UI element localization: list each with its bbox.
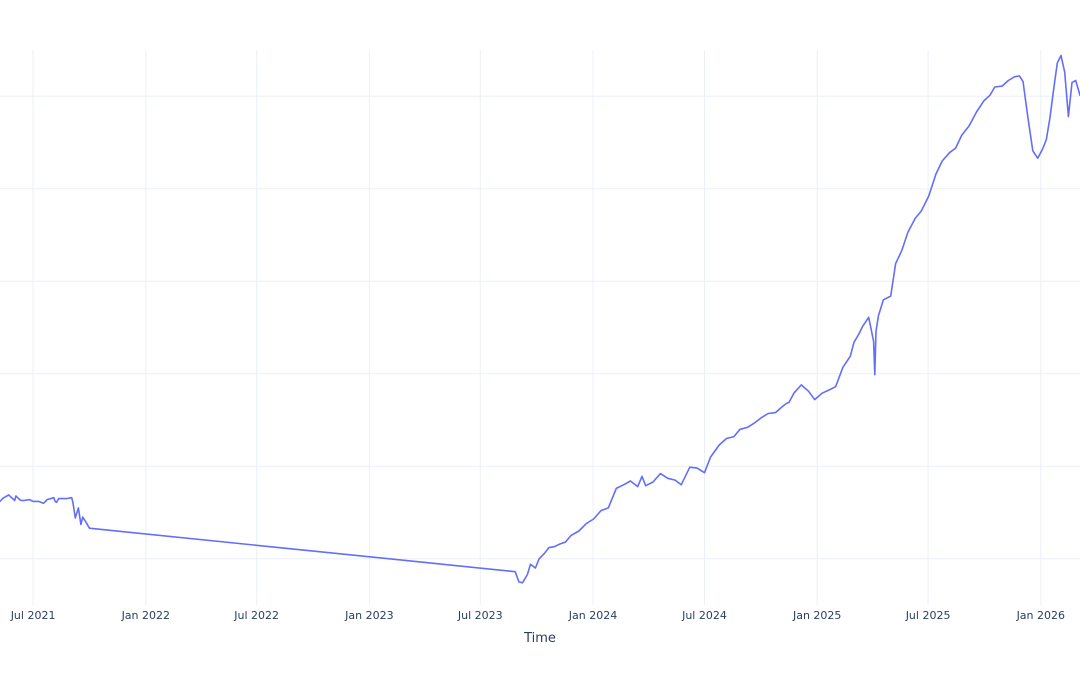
x-tick-label-9: Jan 2026 (1016, 609, 1065, 622)
series-layer (0, 54, 1080, 584)
series-line-0 (0, 54, 1080, 584)
x-axis-title: Time (523, 631, 556, 646)
x-tick-label-8: Jul 2025 (905, 609, 951, 622)
x-tick-label-5: Jan 2024 (568, 609, 617, 622)
x-tick-label-1: Jan 2022 (121, 609, 170, 622)
x-tick-labels: Jul 2021 Jan 2022 Jul 2022 Jan 2023 Jul 2023… (10, 609, 1065, 622)
x-tick-label-0: Jul 2021 (10, 609, 56, 622)
gridlines (0, 50, 1080, 605)
x-tick-label-3: Jan 2023 (344, 609, 393, 622)
x-tick-label-6: Jul 2024 (681, 609, 727, 622)
x-tick-label-4: Jul 2023 (457, 609, 503, 622)
x-tick-label-7: Jan 2025 (792, 609, 841, 622)
x-tick-label-2: Jul 2022 (233, 609, 279, 622)
